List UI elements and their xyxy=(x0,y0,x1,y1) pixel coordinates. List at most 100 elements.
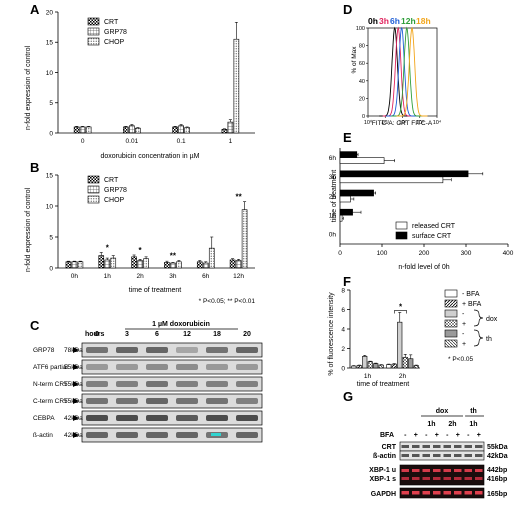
blot-band xyxy=(236,415,258,421)
panel-e-axes: 0 100 200 300 400 0h 1h 2h 3h 6h xyxy=(329,148,514,257)
legend-swatch xyxy=(87,37,100,46)
timepoint-label: 6 xyxy=(155,331,159,338)
y-tick-label: 2h xyxy=(329,193,337,200)
x-tick-label: 6h xyxy=(202,273,210,280)
gel-band-gapdh xyxy=(422,491,430,495)
blot-band xyxy=(422,454,430,457)
x-tick-label: 200 xyxy=(419,250,430,257)
legend-swatch xyxy=(444,289,458,298)
gel-band-xbp1u xyxy=(454,469,462,472)
blot-band xyxy=(176,432,198,438)
blot-row-name: GRP78 xyxy=(33,347,55,354)
legend-label: - xyxy=(462,331,465,338)
y-tick-label: 40 xyxy=(359,79,365,85)
bar-dox- xyxy=(362,355,368,369)
bar-chop xyxy=(77,261,84,269)
blot-row-arrow xyxy=(73,398,79,404)
y-tick-label: 0 xyxy=(362,114,365,120)
bar-th- xyxy=(413,365,419,369)
panel-b-bars: * ***** xyxy=(65,193,248,269)
blot-band xyxy=(236,364,258,370)
legend-brace-th xyxy=(473,329,484,347)
panel-d-label: D xyxy=(343,2,352,17)
bar-grp78 xyxy=(129,125,135,134)
row-name: GAPDH xyxy=(371,491,396,498)
y-tick-label: 10 xyxy=(46,203,54,210)
y-tick-label: 0h xyxy=(329,232,337,239)
blot-band xyxy=(116,432,138,438)
blot-band xyxy=(146,364,168,370)
y-tick-label: 80 xyxy=(359,44,365,50)
histogram-curve-18h xyxy=(396,26,428,117)
y-tick-label: 10 xyxy=(46,70,54,77)
blot-band xyxy=(116,398,138,404)
bar-chop xyxy=(241,209,248,269)
significance-marker: * xyxy=(139,246,143,255)
subgroup-label: 2h xyxy=(448,421,456,428)
legend-label: GRP78 xyxy=(104,187,127,194)
gel-band-xbp1u xyxy=(401,469,409,472)
legend-swatch xyxy=(444,319,458,328)
blot-row-name: CEBPA xyxy=(33,415,55,422)
blot-band xyxy=(116,364,138,370)
row-name: ß-actin xyxy=(373,453,396,460)
bar-chop xyxy=(110,257,117,269)
blot-row-arrow xyxy=(73,364,79,370)
blot-band xyxy=(401,445,409,448)
blot-band xyxy=(116,347,138,353)
row-name: XBP-1 s xyxy=(370,476,397,483)
bar-surface-CRT xyxy=(339,170,469,178)
blot-row-arrow xyxy=(73,381,79,387)
x-tick-label: 12h xyxy=(233,273,244,280)
legend-label: 0h xyxy=(368,16,378,26)
y-tick-label: 5 xyxy=(49,100,53,107)
blot-band xyxy=(206,415,228,421)
legend-label: 3h xyxy=(379,16,389,26)
bar-surface-CRT xyxy=(339,208,353,216)
bar-grp78 xyxy=(178,125,184,134)
bar-crt xyxy=(172,126,178,134)
bar-crt xyxy=(73,126,80,134)
panel-f-bars: * xyxy=(351,302,419,369)
x-tick-label: 10⁰ xyxy=(364,119,373,126)
blot-band xyxy=(86,381,108,387)
x-tick-label: 1 xyxy=(229,138,233,145)
y-tick-label: 20 xyxy=(46,9,54,16)
legend-brace-dox xyxy=(473,309,484,327)
row-size: 42kDa xyxy=(487,453,508,460)
blot-row-frame xyxy=(81,410,263,426)
blot-row-arrow xyxy=(73,432,79,438)
gel-band-xbp1s xyxy=(464,477,472,480)
blot-row-frame xyxy=(81,393,263,409)
gel-band-gapdh xyxy=(454,491,462,495)
legend-label: released CRT xyxy=(412,223,456,230)
blot-row-frame xyxy=(81,359,263,375)
subgroup-label: 1h xyxy=(427,421,435,428)
timepoint-label: 0 xyxy=(95,331,99,338)
y-tick-label: 60 xyxy=(359,61,365,67)
panel-e-bars xyxy=(339,151,484,222)
blot-band xyxy=(146,432,168,438)
legend-swatch xyxy=(444,299,458,308)
blot-band xyxy=(443,454,451,457)
row-name: XBP-1 u xyxy=(369,467,396,474)
blot-band xyxy=(236,347,258,353)
gel-band-gapdh xyxy=(475,491,483,495)
blot-band xyxy=(433,454,441,457)
blot-band xyxy=(206,381,228,387)
x-tick-label: 10³ xyxy=(416,120,424,126)
bar-crt xyxy=(196,261,203,269)
blot-band xyxy=(412,445,420,448)
bar-grp78 xyxy=(235,260,242,269)
gel-band-xbp1s xyxy=(454,477,462,480)
timepoint-label: 12 xyxy=(183,331,191,338)
timepoint-label: 20 xyxy=(243,331,251,338)
blot-band xyxy=(464,445,472,448)
row-name: CRT xyxy=(382,444,397,451)
blot-band xyxy=(86,432,108,438)
panel-f-label: F xyxy=(343,274,351,289)
blot-band xyxy=(176,364,198,370)
legend-label: 12h xyxy=(401,16,416,26)
panel-d-xlabel: FITC-A: CRT FITC-A xyxy=(372,120,433,127)
